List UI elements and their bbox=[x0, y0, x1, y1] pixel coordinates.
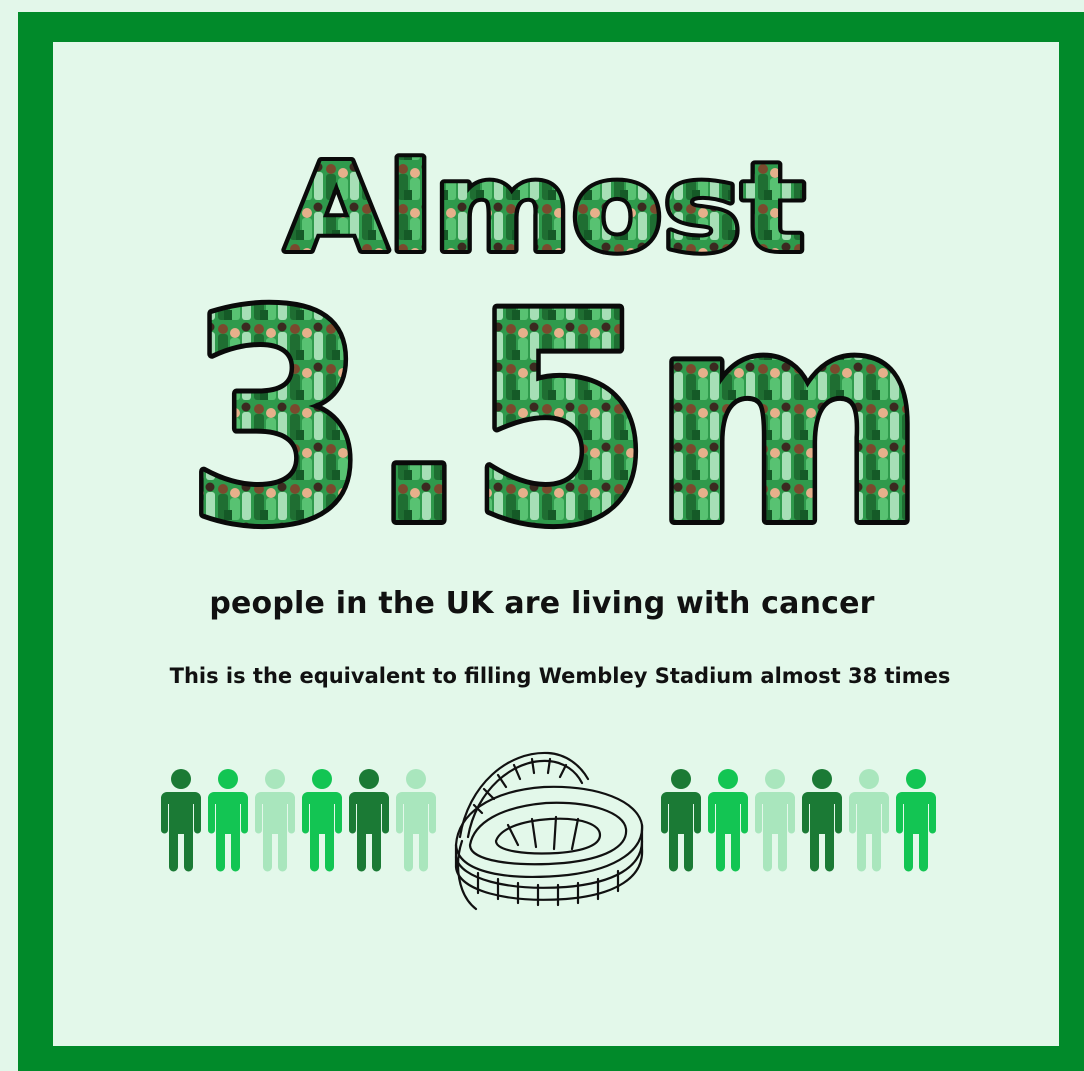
person-icon bbox=[160, 768, 202, 876]
person-icon bbox=[348, 768, 390, 876]
wembley-stadium-icon bbox=[454, 751, 644, 911]
person-icon bbox=[754, 768, 796, 876]
headline-top-word: Almost bbox=[285, 137, 805, 279]
outer-border bbox=[18, 12, 1084, 1071]
caption-text: This is the equivalent to filling Wemble… bbox=[169, 664, 951, 688]
headline-figure: 3.5m bbox=[186, 252, 926, 560]
person-icon bbox=[207, 768, 249, 876]
person-icon bbox=[895, 768, 937, 876]
headline-graphic: Almost 3.5m bbox=[181, 133, 931, 560]
person-icon bbox=[801, 768, 843, 876]
person-icon bbox=[301, 768, 343, 876]
person-icon bbox=[848, 768, 890, 876]
person-icon bbox=[660, 768, 702, 876]
content-panel bbox=[53, 42, 1059, 1046]
person-icon bbox=[395, 768, 437, 876]
person-icon bbox=[707, 768, 749, 876]
person-icon bbox=[254, 768, 296, 876]
subtitle-text: people in the UK are living with cancer bbox=[209, 586, 875, 621]
